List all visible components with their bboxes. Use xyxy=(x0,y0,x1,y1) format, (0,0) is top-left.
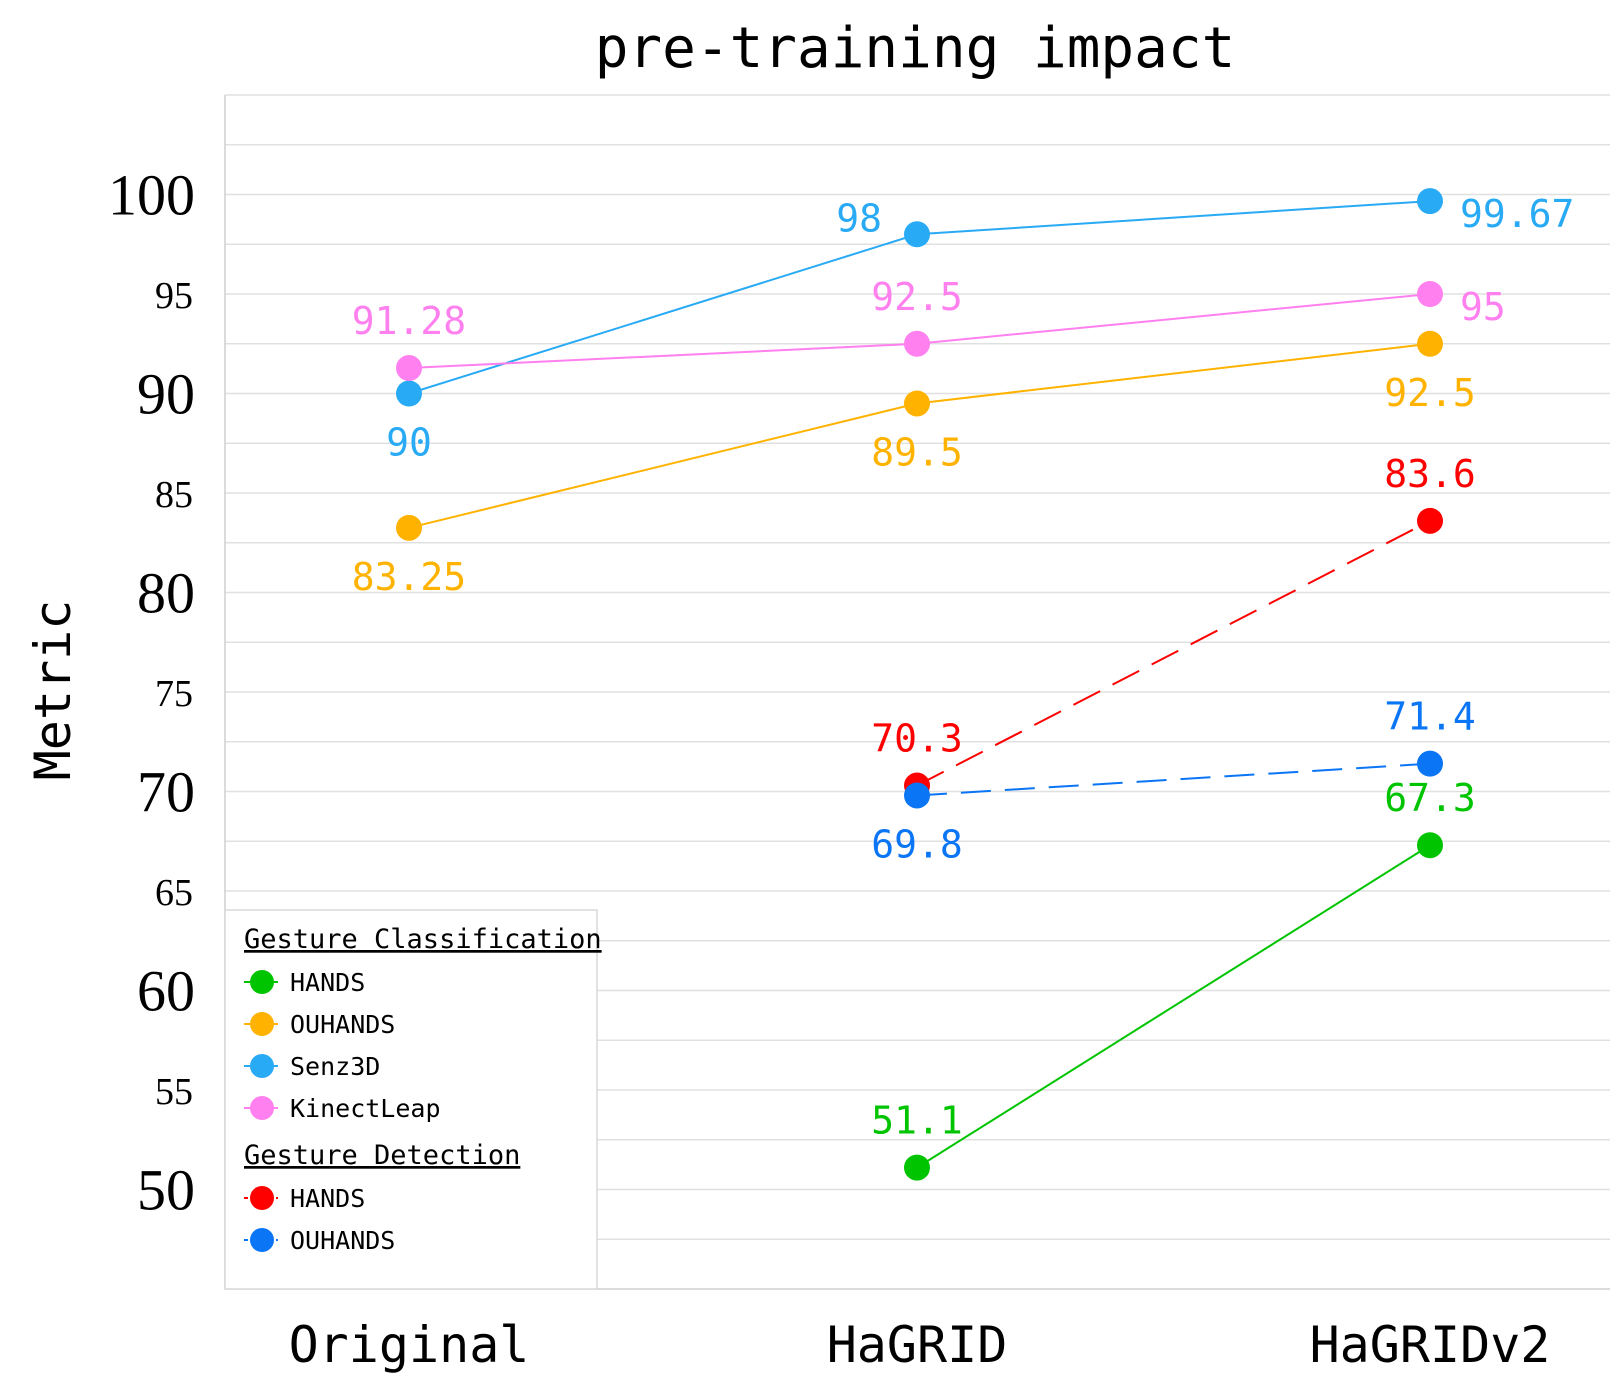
data-label: 92.5 xyxy=(1384,371,1476,415)
y-axis-label: Metric xyxy=(24,600,82,781)
legend-label: Senz3D xyxy=(290,1052,380,1081)
legend-marker xyxy=(250,1228,274,1252)
series-line xyxy=(916,762,1431,797)
data-point xyxy=(396,380,422,407)
legend-group-title: Gesture Detection xyxy=(244,1140,520,1171)
legend-label: OUHANDS xyxy=(290,1010,395,1039)
data-label: 67.3 xyxy=(1384,776,1476,820)
y-tick-label: 55 xyxy=(155,1071,193,1113)
chart-title: pre-training impact xyxy=(595,16,1236,81)
x-tick-labels: Original HaGRID HaGRIDv2 xyxy=(289,1316,1551,1374)
legend-group-title: Gesture Classification xyxy=(244,924,602,955)
y-tick-label: 75 xyxy=(155,673,193,715)
x-tick-label: HaGRID xyxy=(827,1316,1008,1374)
data-point xyxy=(904,330,930,357)
legend-label: OUHANDS xyxy=(290,1226,395,1255)
data-point xyxy=(904,221,930,248)
y-tick-label: 100 xyxy=(108,163,195,228)
data-point xyxy=(1417,281,1443,307)
data-point xyxy=(396,355,422,382)
series-line xyxy=(916,519,1431,787)
y-tick-label: 50 xyxy=(137,1158,195,1223)
y-tick-label: 80 xyxy=(137,561,195,626)
legend: Gesture Classification HANDS OUHANDS Senz3D… xyxy=(224,909,602,1290)
data-points xyxy=(396,188,1443,1181)
legend-marker xyxy=(250,970,274,994)
data-point xyxy=(396,514,422,541)
data-label: 83.25 xyxy=(352,555,466,599)
y-tick-label: 90 xyxy=(137,362,195,427)
data-label: 99.67 xyxy=(1460,192,1574,236)
legend-label: KinectLeap xyxy=(290,1094,441,1123)
y-tick-label: 60 xyxy=(137,959,195,1024)
data-point xyxy=(904,1154,930,1181)
data-point xyxy=(1417,330,1443,357)
data-point xyxy=(1417,188,1443,215)
data-label: 95 xyxy=(1460,285,1506,329)
data-label: 98 xyxy=(836,196,882,240)
series-line xyxy=(916,844,1431,1169)
x-tick-label: HaGRIDv2 xyxy=(1310,1316,1551,1374)
y-tick-label: 65 xyxy=(155,872,193,914)
data-labels: 51.1 67.3 83.25 89.5 92.5 90 98 99.67 91.28 92.5 9… xyxy=(352,192,1575,1143)
legend-marker xyxy=(250,1186,274,1210)
data-label: 89.5 xyxy=(871,430,963,474)
data-label: 70.3 xyxy=(871,717,963,761)
data-label: 91.28 xyxy=(352,299,466,343)
data-label: 90 xyxy=(386,421,432,465)
x-tick-label: Original xyxy=(289,1316,530,1374)
data-point xyxy=(1417,832,1443,859)
data-label: 71.4 xyxy=(1384,695,1476,739)
data-label: 83.6 xyxy=(1384,452,1476,496)
data-point xyxy=(1417,507,1443,534)
data-label: 51.1 xyxy=(871,1099,963,1143)
y-tick-label: 70 xyxy=(137,760,195,825)
data-label: 69.8 xyxy=(871,822,963,866)
legend-box xyxy=(224,909,598,1290)
data-point xyxy=(1417,750,1443,777)
legend-label: HANDS xyxy=(290,968,365,997)
y-tick-labels: 50 60 70 80 90 100 55 65 75 85 95 xyxy=(108,163,195,1223)
legend-marker xyxy=(250,1054,274,1078)
data-point xyxy=(904,782,930,809)
data-point xyxy=(904,390,930,417)
data-label: 92.5 xyxy=(871,275,963,319)
legend-marker xyxy=(250,1096,274,1120)
y-tick-label: 95 xyxy=(155,275,193,317)
legend-label: HANDS xyxy=(290,1184,365,1213)
y-tick-label: 85 xyxy=(155,474,193,516)
legend-marker xyxy=(250,1012,274,1036)
